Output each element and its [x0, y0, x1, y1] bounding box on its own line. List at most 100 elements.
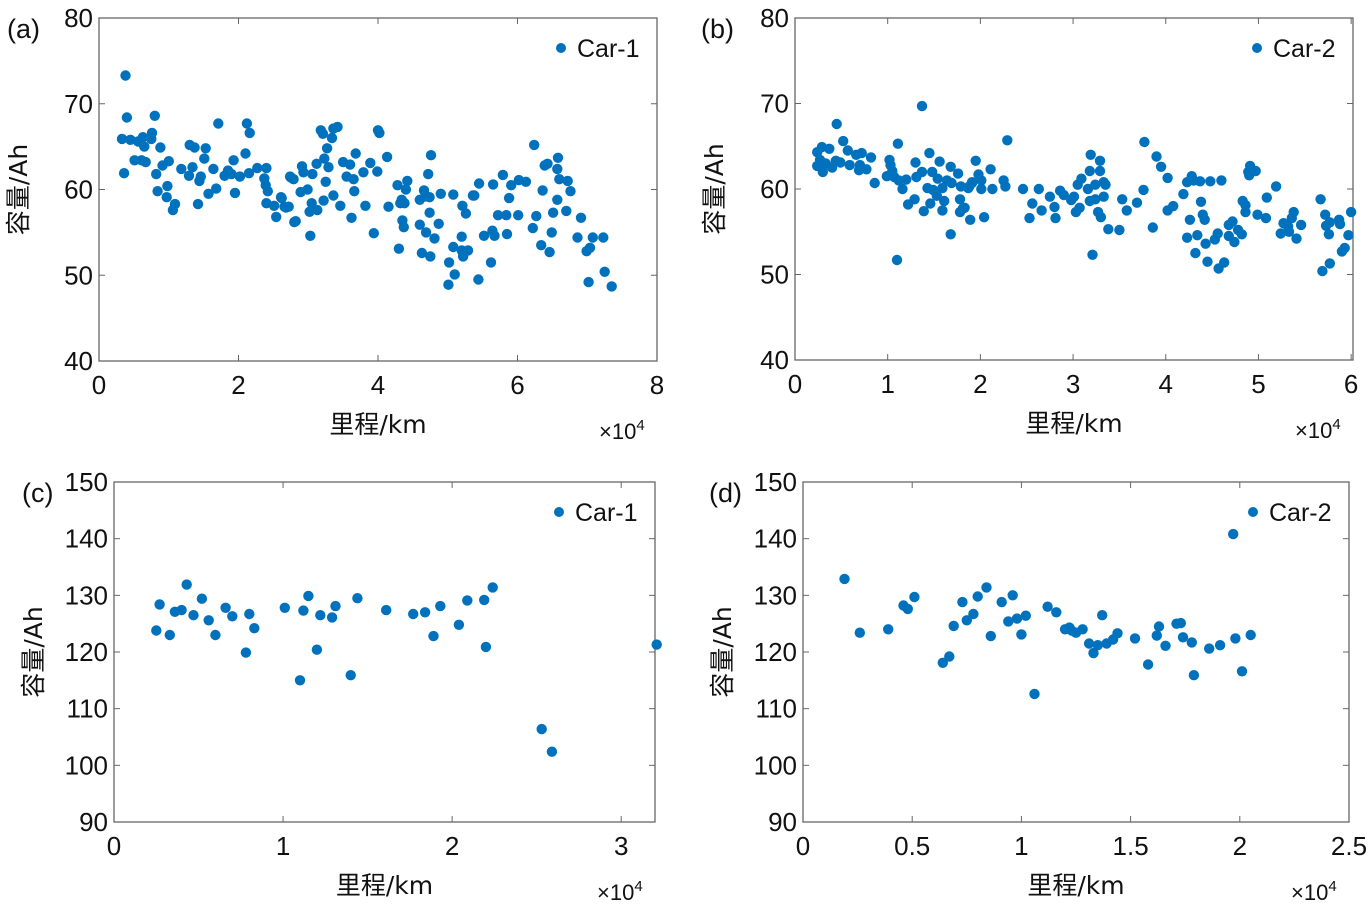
- y-tick-label: 130: [65, 580, 108, 610]
- data-point: [542, 158, 553, 169]
- x-exponent-label: ×104: [1295, 416, 1341, 443]
- data-point: [924, 147, 935, 159]
- data-point: [424, 192, 435, 203]
- data-point: [244, 608, 255, 620]
- data-point: [194, 175, 205, 187]
- data-point: [323, 162, 334, 173]
- data-point: [425, 251, 436, 262]
- y-tick-label: 140: [754, 524, 797, 554]
- data-point: [1068, 191, 1080, 202]
- data-point: [448, 189, 459, 200]
- y-tick-label: 150: [754, 467, 797, 497]
- x-tick-label: 1: [880, 369, 894, 399]
- data-point: [1295, 219, 1307, 231]
- data-point: [443, 257, 455, 268]
- data-point: [176, 604, 187, 616]
- data-point: [554, 174, 565, 185]
- data-point: [365, 157, 376, 169]
- data-point: [374, 127, 385, 139]
- data-point: [392, 180, 403, 191]
- scatter-series: [812, 100, 1357, 277]
- data-point: [416, 247, 428, 259]
- data-point: [372, 166, 383, 177]
- data-point: [970, 155, 981, 166]
- x-exponent-power: 4: [634, 878, 642, 895]
- data-point: [1216, 175, 1227, 186]
- x-tick-label: 0.5: [894, 831, 930, 861]
- data-point: [1121, 205, 1133, 216]
- data-point: [423, 168, 434, 180]
- data-point: [503, 192, 515, 204]
- data-point: [352, 593, 363, 604]
- data-point: [211, 183, 222, 194]
- y-tick-label: 120: [65, 637, 108, 667]
- data-point: [1288, 206, 1299, 218]
- data-point: [937, 205, 948, 216]
- data-point: [1219, 257, 1230, 268]
- data-point: [963, 182, 974, 194]
- data-point: [288, 174, 299, 185]
- data-point: [1151, 151, 1162, 162]
- data-point: [402, 175, 413, 187]
- data-point: [249, 623, 260, 634]
- data-point: [485, 257, 497, 268]
- data-point: [1177, 632, 1189, 643]
- data-point: [306, 198, 317, 209]
- data-point: [116, 133, 128, 145]
- data-point: [435, 188, 446, 199]
- data-point: [546, 746, 558, 757]
- data-point: [1212, 228, 1223, 239]
- data-point: [155, 142, 166, 153]
- data-point: [213, 118, 224, 129]
- data-point: [651, 639, 662, 650]
- data-point: [824, 143, 835, 154]
- data-point: [449, 269, 460, 280]
- data-point: [139, 141, 150, 152]
- data-point: [1114, 224, 1125, 236]
- x-tick-label: 1: [1014, 831, 1028, 861]
- data-point: [891, 254, 903, 266]
- data-point: [424, 207, 435, 218]
- data-point: [381, 151, 393, 163]
- data-point: [944, 651, 955, 662]
- data-point: [1094, 155, 1106, 166]
- panel-label: (a): [7, 14, 40, 44]
- data-point: [192, 198, 204, 210]
- data-point: [985, 164, 996, 175]
- data-point: [939, 195, 950, 207]
- data-point: [501, 210, 512, 221]
- y-axis-label: 容量/Ah: [708, 606, 737, 697]
- y-tick-label: 50: [760, 260, 789, 290]
- data-point: [529, 139, 540, 151]
- y-tick-label: 90: [79, 807, 108, 837]
- data-point: [1085, 149, 1096, 160]
- data-point: [844, 159, 855, 171]
- x-tick-label: 8: [650, 370, 664, 400]
- data-point: [1027, 198, 1038, 209]
- data-point: [469, 190, 480, 201]
- data-point: [945, 161, 956, 172]
- data-point: [506, 180, 517, 191]
- data-point: [240, 647, 252, 658]
- legend: Car-2: [1252, 35, 1336, 63]
- y-tick-label: 100: [754, 750, 797, 780]
- data-point: [838, 135, 849, 147]
- data-point: [1098, 191, 1109, 202]
- x-exponent-power: 4: [636, 417, 644, 434]
- data-point: [162, 180, 173, 192]
- data-point: [1162, 172, 1173, 184]
- data-point: [1315, 194, 1326, 205]
- data-point: [1011, 613, 1023, 624]
- y-tick-label: 100: [65, 750, 108, 780]
- data-point: [318, 195, 329, 206]
- x-tick-label: 1.5: [1113, 831, 1149, 861]
- data-point: [565, 186, 576, 197]
- data-point: [981, 582, 992, 593]
- legend: Car-2: [1248, 499, 1332, 527]
- data-point: [152, 186, 163, 197]
- data-point: [311, 158, 322, 169]
- data-point: [311, 644, 323, 655]
- data-point: [544, 246, 555, 258]
- data-point: [360, 200, 371, 211]
